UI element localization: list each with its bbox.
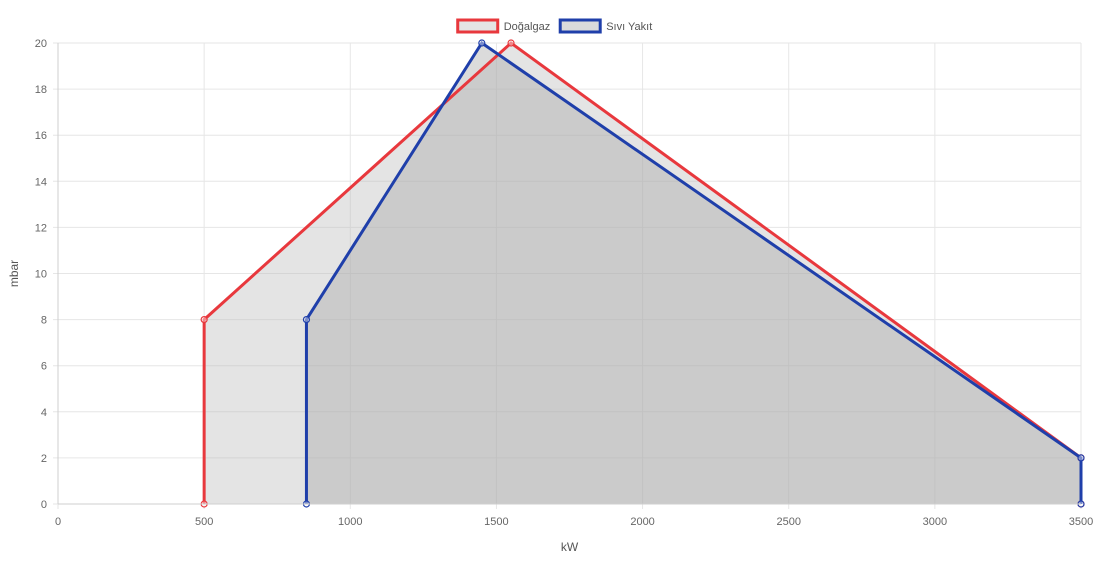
legend-label: Doğalgaz: [504, 21, 550, 33]
y-tick-label: 2: [41, 453, 47, 465]
legend-item-dogalgaz[interactable]: Doğalgaz: [456, 18, 550, 34]
data-point[interactable]: [507, 39, 515, 47]
x-tick-label: 1000: [338, 516, 362, 528]
y-tick-label: 12: [35, 222, 47, 234]
x-tick-label: 2000: [630, 516, 654, 528]
y-tick-label: 0: [41, 499, 47, 511]
series-fill-sivi-yakit: [306, 43, 1081, 504]
data-point[interactable]: [200, 316, 208, 324]
x-tick-label: 0: [55, 516, 61, 528]
data-point[interactable]: [302, 316, 311, 324]
y-axis-title: mbar: [7, 260, 21, 287]
y-tick-label: 14: [35, 176, 47, 188]
series-layer: [200, 39, 1085, 508]
x-tick-label: 1500: [484, 516, 508, 528]
legend-item-sivi-yakit[interactable]: Sıvı Yakıt: [558, 18, 652, 34]
legend[interactable]: Doğalgaz Sıvı Yakıt: [456, 18, 653, 34]
y-tick-label: 6: [41, 361, 47, 373]
y-tick-label: 10: [35, 269, 47, 281]
y-tick-label: 18: [35, 84, 47, 96]
x-tick-label: 2500: [776, 516, 800, 528]
series-line-sivi-yakit: [304, 40, 1083, 504]
x-tick-label: 3000: [923, 516, 947, 528]
series-fill-dogalgaz: [204, 43, 1082, 504]
legend-swatch: [456, 18, 500, 34]
data-point[interactable]: [478, 39, 486, 47]
x-tick-label: 3500: [1069, 516, 1093, 528]
y-tick-label: 20: [35, 38, 47, 50]
grid: [53, 42, 1082, 509]
legend-swatch: [558, 18, 602, 34]
y-tick-label: 8: [41, 315, 47, 327]
axes: 0 500 1000 1500 2000 2500 3000 3500 0 2 4 6 8 10 12 14 1…: [35, 38, 1093, 528]
y-tick-label: 4: [41, 407, 47, 419]
x-tick-label: 500: [195, 516, 213, 528]
legend-label: Sıvı Yakıt: [606, 21, 652, 33]
data-point[interactable]: [1077, 454, 1085, 462]
x-axis-title: kW: [561, 540, 579, 554]
y-tick-label: 16: [35, 130, 47, 142]
